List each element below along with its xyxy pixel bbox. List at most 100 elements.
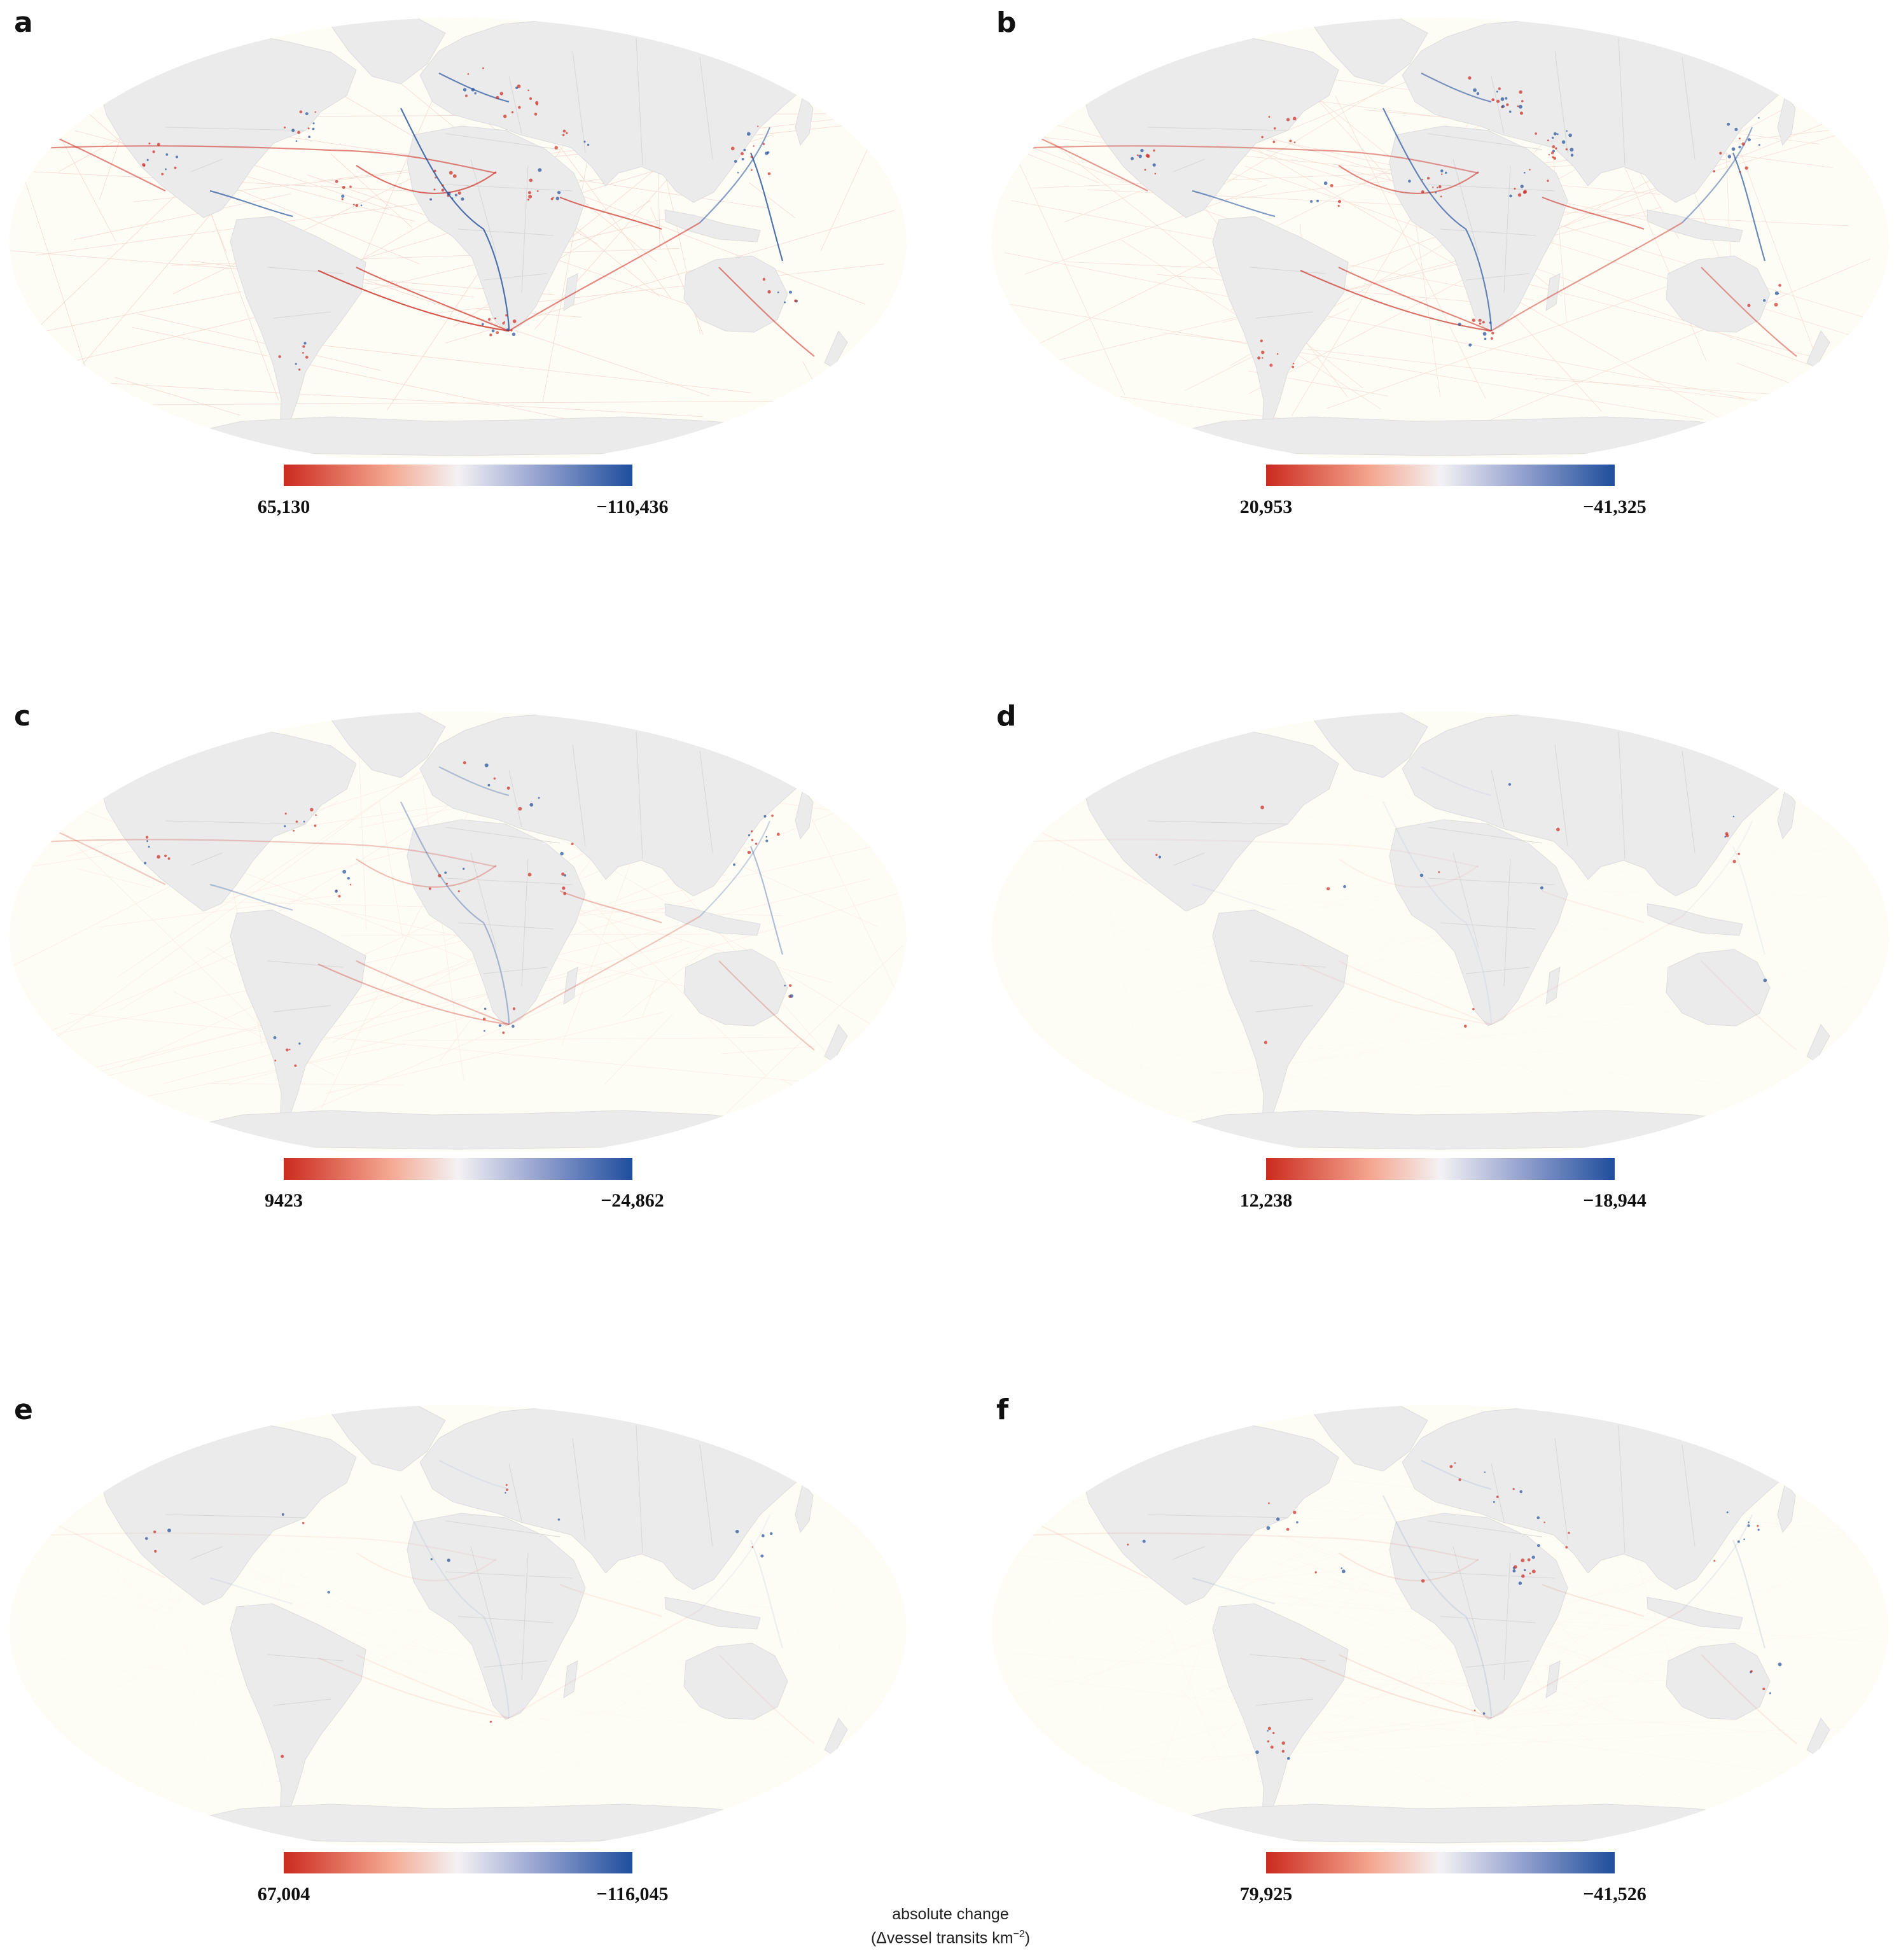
coastal-hotspots <box>142 67 798 371</box>
land-madagascar <box>1545 273 1561 311</box>
land-africa <box>407 125 586 333</box>
land-japan <box>1777 1481 1796 1534</box>
panel-label-f: f <box>996 1394 1009 1426</box>
map-panel-d: d 12,238 −18,944 <box>982 694 1898 1266</box>
legend-caption-line1: absolute change <box>892 1905 1009 1923</box>
shipping-lanes <box>994 73 1889 357</box>
country-borders <box>165 1425 713 1706</box>
shipping-lane <box>1682 820 1753 917</box>
country-borders <box>1147 731 1696 1012</box>
shipping-lane <box>1192 883 1276 911</box>
shipping-lane <box>994 839 1479 868</box>
shipping-lane <box>209 190 293 218</box>
land-greenland <box>1313 1405 1428 1472</box>
land-europe-asia <box>419 1405 807 1590</box>
land-south-america <box>230 216 366 434</box>
land-europe-asia <box>419 711 807 897</box>
colorbar-c <box>284 1158 632 1180</box>
coastal-hotspots <box>1155 783 1767 1044</box>
shipping-lane <box>1682 1514 1753 1611</box>
land-indonesia <box>1647 209 1743 242</box>
shipping-lane <box>994 145 1479 174</box>
land-indonesia <box>1647 903 1743 936</box>
country-borders <box>165 731 713 1012</box>
shipping-lane <box>994 1532 1479 1562</box>
map-panel-e: e 67,004 −116,045 <box>0 1387 916 1960</box>
shipping-lane <box>1338 1654 1492 1719</box>
shipping-lane <box>356 1552 497 1582</box>
shipping-lane <box>1338 960 1492 1026</box>
shipping-lane <box>1732 1539 1766 1649</box>
land-africa <box>407 1513 586 1720</box>
shipping-lane <box>1338 1552 1479 1582</box>
map-panel-c: c 9423 −24,862 <box>0 694 916 1266</box>
shipping-lane <box>749 152 784 262</box>
shipping-lane <box>1300 1656 1492 1719</box>
land-africa <box>1389 819 1568 1026</box>
colorbar-max-label-c: −24,862 <box>601 1190 664 1211</box>
land-indonesia <box>1647 1597 1743 1630</box>
land-europe-asia <box>1402 18 1790 203</box>
panel-label-e: e <box>14 1394 33 1426</box>
shipping-lanes <box>994 1460 1889 1744</box>
country-borders <box>1147 38 1696 319</box>
shipping-lane <box>559 196 662 230</box>
land-japan <box>1777 788 1796 840</box>
coastal-hotspots <box>144 761 793 1067</box>
shipping-lane <box>209 1577 293 1605</box>
shipping-lane <box>356 1654 510 1719</box>
colorbar-min-label-f: 79,925 <box>1239 1884 1293 1905</box>
map-panel-f: f 79,925 −41,526 <box>982 1387 1898 1960</box>
land-europe-asia <box>1402 711 1790 897</box>
land-europe-asia <box>1402 1405 1790 1590</box>
colorbar-d <box>1266 1158 1615 1180</box>
land-south-america <box>230 1603 366 1821</box>
shipping-lane <box>1542 1583 1645 1618</box>
shipping-lane <box>699 1514 771 1611</box>
shipping-lane <box>749 1539 784 1649</box>
land-antarctica <box>1173 1110 1766 1150</box>
shipping-lane <box>1732 152 1766 262</box>
land-europe-asia <box>419 18 807 203</box>
land-madagascar <box>563 1660 578 1698</box>
land-antarctica <box>190 1803 784 1844</box>
land-australia <box>683 255 788 333</box>
shipping-lanes <box>12 1460 907 1744</box>
colorbar-e <box>284 1852 632 1873</box>
shipping-lane <box>1382 108 1493 332</box>
land-madagascar <box>563 273 578 311</box>
land-madagascar <box>1545 967 1561 1005</box>
land-japan <box>795 788 814 840</box>
legend-caption: absolute change (Δvessel transits km−2) <box>791 1904 1110 1948</box>
shipping-lane <box>356 960 510 1026</box>
shipping-lane <box>1491 916 1683 1025</box>
shipping-lane <box>1382 1495 1493 1719</box>
shipping-lane <box>718 267 815 357</box>
land-greenland <box>330 1405 446 1472</box>
shipping-lane <box>1338 267 1492 332</box>
shipping-lane <box>1732 846 1766 955</box>
world-map-c <box>10 711 907 1152</box>
land-south-america <box>1212 1603 1349 1821</box>
colorbar-min-label-d: 12,238 <box>1239 1190 1293 1211</box>
land-south-america <box>230 909 366 1128</box>
shipping-lane <box>1491 222 1683 332</box>
colorbar-min-label-a: 65,130 <box>257 496 310 517</box>
land-australia <box>683 1642 788 1720</box>
shipping-lane <box>1421 766 1492 797</box>
world-map-d <box>992 711 1889 1152</box>
shipping-lane <box>1701 960 1797 1051</box>
world-map-e <box>10 1405 907 1845</box>
shipping-lane <box>1491 1609 1683 1719</box>
world-map-a <box>10 18 907 458</box>
shipping-lane <box>400 1495 510 1719</box>
shipping-lane <box>438 1460 510 1490</box>
land-madagascar <box>563 967 578 1005</box>
shipping-lane <box>356 267 510 332</box>
shipping-lane <box>1192 1577 1276 1605</box>
land-japan <box>795 1481 814 1534</box>
shipping-lane <box>508 916 700 1025</box>
world-map-f <box>992 1405 1889 1845</box>
shipping-lane <box>559 890 662 924</box>
coastal-hotspots <box>1131 76 1781 368</box>
